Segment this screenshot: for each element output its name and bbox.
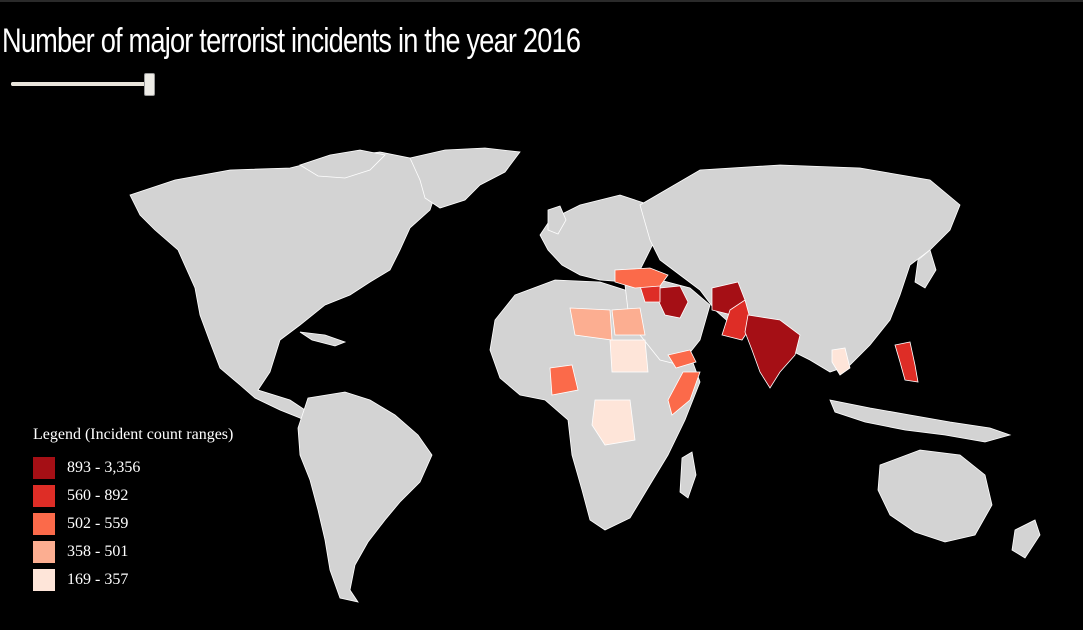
country-yemen[interactable] [667,349,697,369]
country-india[interactable] [744,314,801,389]
country-nigeria[interactable] [549,364,579,396]
country-dr-congo[interactable] [591,399,636,446]
country-sudan[interactable] [609,339,649,373]
legend-swatch [33,457,55,479]
country-libya[interactable] [569,307,613,341]
japan[interactable] [914,249,937,289]
new-zealand[interactable] [1011,519,1041,559]
legend-label: 560 - 892 [67,487,129,504]
legend-item: 560 - 892 [33,482,233,510]
legend: Legend (Incident count ranges) 893 - 3,3… [33,426,233,594]
caribbean-islands[interactable] [299,331,347,347]
slider-track[interactable] [11,82,151,86]
world-map [129,147,1041,603]
legend-title: Legend (Incident count ranges) [33,426,234,443]
asia[interactable] [639,164,961,373]
legend-item: 893 - 3,356 [33,454,233,482]
legend-swatch [33,569,55,591]
slider-handle[interactable] [144,73,155,96]
australia[interactable] [877,449,993,543]
slider-fill [11,82,151,86]
legend-item: 169 - 357 [33,566,233,594]
greenland[interactable] [409,147,521,209]
north-america[interactable] [129,151,441,427]
top-border [0,0,1083,2]
legend-swatch [33,513,55,535]
legend-swatch [33,541,55,563]
legend-label: 502 - 559 [67,515,129,532]
united-kingdom[interactable] [547,205,567,235]
country-philippines[interactable] [894,341,919,383]
country-egypt[interactable] [611,307,646,336]
page-title: Number of major terrorist incidents in t… [2,22,581,60]
legend-label: 358 - 501 [67,543,129,560]
madagascar[interactable] [679,451,697,499]
legend-item: 502 - 559 [33,510,233,538]
country-somalia[interactable] [667,371,701,416]
legend-swatch [33,485,55,507]
country-thailand[interactable] [831,347,851,376]
legend-label: 169 - 357 [67,571,129,588]
south-america[interactable] [297,391,433,603]
year-slider[interactable] [10,70,160,100]
southeast-asia-islands[interactable] [829,399,1012,443]
country-turkey[interactable] [614,267,669,289]
legend-item: 358 - 501 [33,538,233,566]
legend-label: 893 - 3,356 [67,459,141,476]
arctic-islands[interactable] [299,149,386,179]
